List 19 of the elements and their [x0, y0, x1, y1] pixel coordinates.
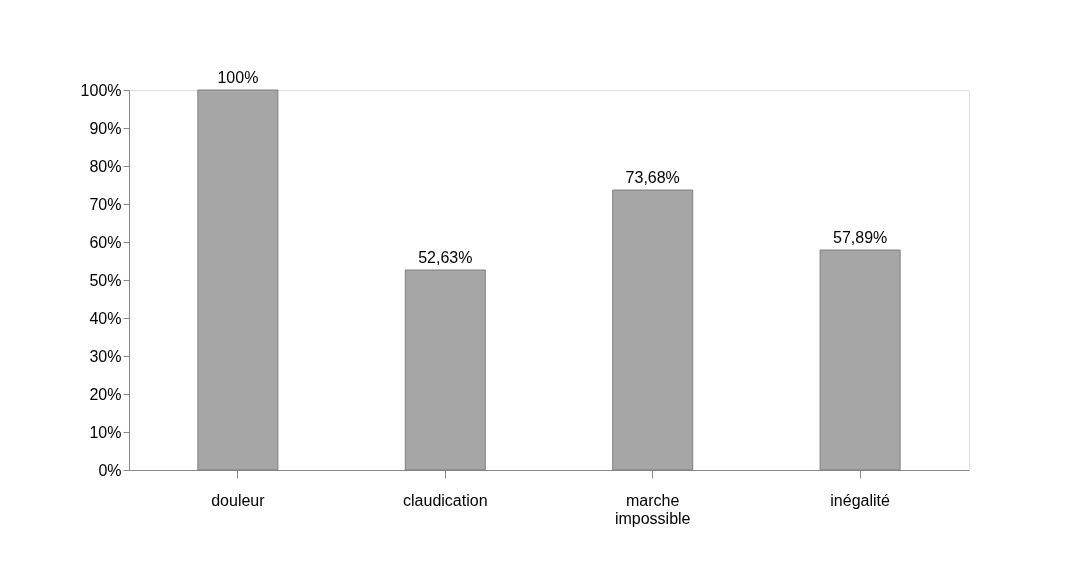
data-label: 73,68% [625, 169, 680, 187]
data-label: 52,63% [418, 249, 473, 267]
data-label: 100% [217, 69, 259, 86]
x-tick-label: douleur [211, 491, 266, 509]
y-tick-label: 0% [98, 461, 122, 479]
y-tick-label: 80% [89, 157, 122, 175]
y-tick-label: 10% [89, 423, 122, 441]
y-tick-label: 50% [89, 271, 122, 289]
x-tick-label: claudication [403, 491, 488, 509]
y-tick-label: 100% [80, 81, 122, 99]
y-tick-label: 60% [89, 233, 122, 251]
y-tick-label: 90% [89, 119, 122, 137]
y-tick-label: 20% [89, 385, 122, 403]
y-tick-label: 30% [89, 347, 122, 365]
x-tick-label: marche impossible [614, 491, 691, 527]
y-tick-label: 70% [89, 195, 122, 213]
data-label: 57,89% [832, 229, 888, 247]
y-tick-label: 40% [89, 309, 122, 327]
x-tick-label: inégalité [830, 491, 891, 509]
